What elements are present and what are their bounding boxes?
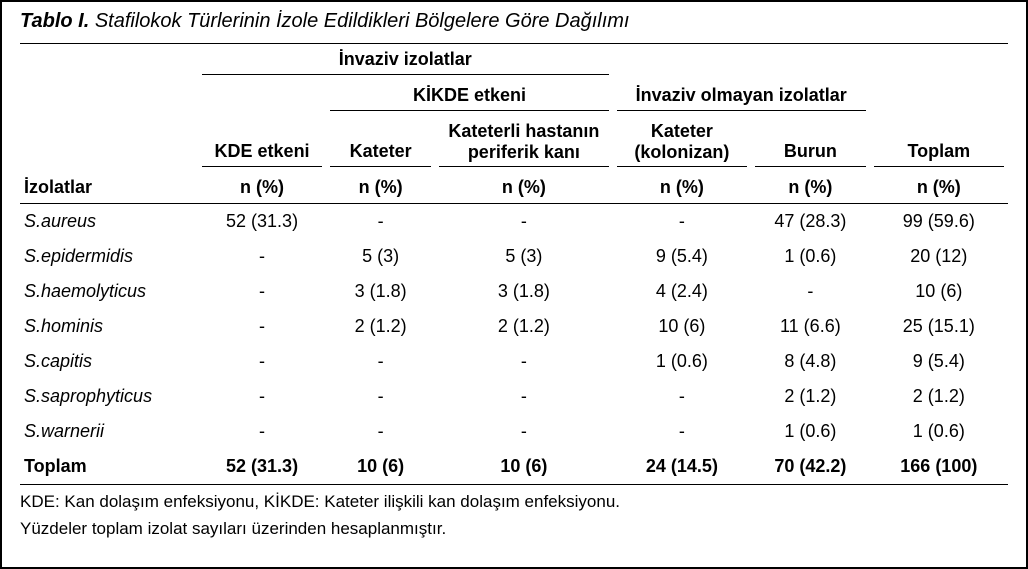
table-row: S.hominis-2 (1.2)2 (1.2)10 (6)11 (6.6)25… (20, 309, 1008, 344)
row-name: S.warnerii (20, 414, 198, 449)
row-name: S.hominis (20, 309, 198, 344)
cell: 5 (3) (326, 239, 435, 274)
row-name: S.capitis (20, 344, 198, 379)
cell: 1 (0.6) (751, 239, 870, 274)
cell: 10 (6) (435, 449, 613, 485)
cell: 3 (1.8) (326, 274, 435, 309)
data-table: İnvaziv izolatlar KİKDE etkeni İnvaziv o… (20, 44, 1008, 485)
cell: - (613, 379, 751, 414)
hdr-npct-6: n (%) (870, 172, 1008, 204)
table-row: S.capitis---1 (0.6)8 (4.8)9 (5.4) (20, 344, 1008, 379)
table-row-total: Toplam52 (31.3)10 (6)10 (6)24 (14.5)70 (… (20, 449, 1008, 485)
row-name: S.aureus (20, 204, 198, 240)
cell: - (435, 379, 613, 414)
hdr-invaziv: İnvaziv izolatlar (198, 44, 613, 80)
cell: 10 (6) (326, 449, 435, 485)
title-prefix: Tablo I. (20, 10, 89, 32)
cell: - (198, 379, 326, 414)
cell: 99 (59.6) (870, 204, 1008, 240)
row-name: Toplam (20, 449, 198, 485)
cell: 5 (3) (435, 239, 613, 274)
cell: - (326, 204, 435, 240)
hdr-kde: KDE etkeni (198, 116, 326, 172)
cell: - (435, 414, 613, 449)
hdr-toplam: Toplam (870, 116, 1008, 172)
cell: 20 (12) (870, 239, 1008, 274)
cell: 166 (100) (870, 449, 1008, 485)
cell: - (198, 344, 326, 379)
footnote-1: KDE: Kan dolaşım enfeksiyonu, KİKDE: Kat… (20, 489, 1008, 515)
table-row: S.haemolyticus-3 (1.8)3 (1.8)4 (2.4)-10 … (20, 274, 1008, 309)
table-container: Tablo I. Stafilokok Türlerinin İzole Edi… (0, 0, 1028, 569)
row-name: S.epidermidis (20, 239, 198, 274)
cell: 25 (15.1) (870, 309, 1008, 344)
hdr-periferik: Kateterli hastanın periferik kanı (435, 116, 613, 172)
cell: - (613, 204, 751, 240)
table-row: S.saprophyticus----2 (1.2)2 (1.2) (20, 379, 1008, 414)
hdr-npct-2: n (%) (326, 172, 435, 204)
cell: - (435, 204, 613, 240)
table-title: Tablo I. Stafilokok Türlerinin İzole Edi… (20, 10, 1008, 44)
cell: 8 (4.8) (751, 344, 870, 379)
cell: 9 (5.4) (870, 344, 1008, 379)
cell: - (326, 379, 435, 414)
hdr-izolatlar: İzolatlar (20, 172, 198, 204)
cell: - (435, 344, 613, 379)
cell: - (198, 309, 326, 344)
cell: 47 (28.3) (751, 204, 870, 240)
row-name: S.haemolyticus (20, 274, 198, 309)
footnote-2: Yüzdeler toplam izolat sayıları üzerinde… (20, 516, 1008, 542)
cell: 1 (0.6) (870, 414, 1008, 449)
hdr-noninvaziv: İnvaziv olmayan izolatlar (613, 80, 870, 116)
cell: - (198, 414, 326, 449)
hdr-npct-3: n (%) (435, 172, 613, 204)
hdr-burun: Burun (751, 116, 870, 172)
cell: 24 (14.5) (613, 449, 751, 485)
cell: 4 (2.4) (613, 274, 751, 309)
cell: - (326, 414, 435, 449)
cell: - (751, 274, 870, 309)
cell: 2 (1.2) (751, 379, 870, 414)
title-rest: Stafilokok Türlerinin İzole Edildikleri … (89, 10, 629, 32)
cell: 52 (31.3) (198, 449, 326, 485)
cell: 11 (6.6) (751, 309, 870, 344)
cell: 9 (5.4) (613, 239, 751, 274)
hdr-npct-1: n (%) (198, 172, 326, 204)
cell: 1 (0.6) (751, 414, 870, 449)
cell: 2 (1.2) (870, 379, 1008, 414)
cell: 10 (6) (870, 274, 1008, 309)
cell: - (198, 274, 326, 309)
footnote-block: KDE: Kan dolaşım enfeksiyonu, KİKDE: Kat… (20, 485, 1008, 542)
cell: 2 (1.2) (435, 309, 613, 344)
cell: - (613, 414, 751, 449)
cell: 2 (1.2) (326, 309, 435, 344)
cell: - (198, 239, 326, 274)
row-name: S.saprophyticus (20, 379, 198, 414)
cell: - (326, 344, 435, 379)
hdr-kateter-kol: Kateter (kolonizan) (613, 116, 751, 172)
cell: 1 (0.6) (613, 344, 751, 379)
hdr-kateter: Kateter (326, 116, 435, 172)
cell: 70 (42.2) (751, 449, 870, 485)
cell: 3 (1.8) (435, 274, 613, 309)
table-body: S.aureus52 (31.3)---47 (28.3)99 (59.6)S.… (20, 204, 1008, 485)
table-row: S.aureus52 (31.3)---47 (28.3)99 (59.6) (20, 204, 1008, 240)
hdr-npct-4: n (%) (613, 172, 751, 204)
hdr-kikde: KİKDE etkeni (326, 80, 613, 116)
cell: 10 (6) (613, 309, 751, 344)
hdr-npct-5: n (%) (751, 172, 870, 204)
table-head: İnvaziv izolatlar KİKDE etkeni İnvaziv o… (20, 44, 1008, 204)
table-row: S.epidermidis-5 (3)5 (3)9 (5.4)1 (0.6)20… (20, 239, 1008, 274)
table-row: S.warnerii----1 (0.6)1 (0.6) (20, 414, 1008, 449)
cell: 52 (31.3) (198, 204, 326, 240)
